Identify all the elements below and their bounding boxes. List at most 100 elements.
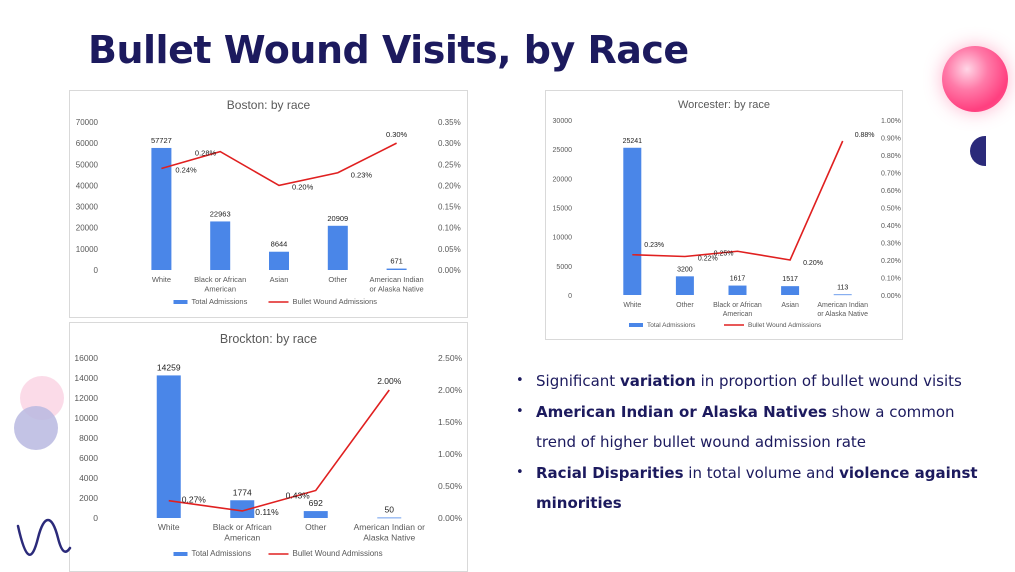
x-category-label: Asian	[270, 275, 289, 284]
x-category-label: or Alaska Native	[817, 311, 868, 318]
pink-orb-decoration	[942, 46, 1008, 112]
x-category-label: Alaska Native	[363, 533, 415, 543]
line-value-label: 0.11%	[255, 507, 279, 517]
legend-line-label: Bullet Wound Admissions	[293, 549, 383, 558]
y-left-tick-label: 2000	[79, 493, 98, 503]
y-right-tick-label: 1.00%	[881, 118, 901, 125]
legend-line-label: Bullet Wound Admissions	[293, 297, 378, 306]
y-left-tick-label: 30000	[76, 203, 99, 212]
x-category-label: American	[204, 285, 236, 294]
bar-total-admissions	[623, 147, 642, 295]
y-right-tick-label: 0.35%	[438, 118, 461, 127]
y-right-tick-label: 0.20%	[881, 258, 901, 265]
x-category-label: Black or African	[213, 522, 272, 532]
x-category-label: American	[723, 311, 753, 318]
x-category-label: Black or African	[713, 302, 762, 309]
y-right-tick-label: 2.50%	[438, 353, 463, 363]
x-category-label: American	[224, 533, 260, 543]
wave-decoration	[16, 518, 72, 556]
line-value-label: 0.88%	[855, 132, 875, 139]
bar-total-admissions	[156, 375, 181, 518]
x-category-label: American Indian	[817, 302, 868, 309]
finding-emphasis: violence against minorities	[536, 463, 978, 513]
y-left-tick-label: 12000	[74, 393, 98, 403]
y-left-tick-label: 14000	[74, 373, 98, 383]
bar-total-admissions	[781, 286, 800, 295]
line-value-label: 0.23%	[644, 242, 664, 249]
y-left-tick-label: 5000	[556, 264, 572, 271]
key-findings-list: Significant variation in proportion of b…	[516, 366, 996, 519]
legend-bar-swatch	[173, 552, 188, 556]
bar-total-admissions	[210, 221, 231, 270]
y-left-tick-label: 50000	[76, 160, 99, 169]
line-bullet-wound-admissions	[632, 140, 844, 261]
y-right-tick-label: 0.20%	[438, 181, 461, 190]
y-left-tick-label: 40000	[76, 181, 99, 190]
line-value-label: 0.20%	[803, 260, 823, 267]
chart-title: Brockton: by race	[220, 332, 317, 346]
y-left-tick-label: 60000	[76, 139, 99, 148]
line-bullet-wound-admissions	[161, 142, 397, 187]
y-right-tick-label: 0.30%	[438, 139, 461, 148]
x-category-label: Asian	[781, 302, 799, 309]
y-left-tick-label: 20000	[76, 224, 99, 233]
bar-total-admissions	[230, 500, 255, 518]
chart-brockton: Brockton: by race 0 2000 4000 6000 8000 10000 1…	[69, 322, 468, 572]
bar-total-admissions	[327, 225, 348, 270]
x-category-label: Other	[676, 302, 694, 309]
y-right-tick-label: 0.25%	[438, 160, 461, 169]
bar-value-label: 1517	[782, 276, 798, 283]
legend-bar-label: Total Admissions	[192, 297, 248, 306]
y-right-tick-label: 0.00%	[438, 266, 461, 275]
y-left-tick-label: 30000	[553, 118, 573, 125]
bar-value-label: 20909	[327, 214, 348, 223]
bar-value-label: 25241	[623, 138, 643, 145]
bar-total-admissions	[675, 276, 694, 295]
finding-text: in total volume and	[683, 463, 840, 482]
legend-bar-swatch	[629, 323, 643, 327]
line-value-label: 0.43%	[286, 490, 311, 500]
bar-value-label: 14259	[157, 362, 181, 372]
bar-total-admissions	[151, 147, 172, 270]
bar-total-admissions	[377, 517, 402, 519]
chart-worcester: Worcester: by race 0 5000 10000 15000 20000 25…	[545, 90, 903, 340]
y-left-tick-label: 0	[568, 293, 572, 300]
chart-svg-boston: Boston: by race 0 10000 20000 30000 40000 5000…	[76, 98, 461, 306]
bar-value-label: 50	[385, 505, 395, 515]
x-category-label: Black or African	[194, 275, 246, 284]
bar-value-label: 692	[309, 498, 323, 508]
y-left-tick-label: 15000	[553, 206, 573, 213]
y-right-tick-label: 0.00%	[881, 293, 901, 300]
y-right-tick-label: 0.70%	[881, 171, 901, 178]
bar-value-label: 3200	[677, 266, 693, 273]
page-title: Bullet Wound Visits, by Race	[88, 28, 689, 72]
chart-title: Worcester: by race	[678, 99, 770, 111]
y-left-tick-label: 70000	[76, 118, 99, 127]
y-left-tick-label: 10000	[553, 235, 573, 242]
bar-total-admissions	[386, 268, 407, 270]
finding-text: show a common trend of higher bullet wou…	[536, 402, 955, 452]
x-category-label: American Indian	[369, 275, 423, 284]
legend-bar-label: Total Admissions	[647, 322, 696, 329]
half-circle-decoration	[970, 136, 986, 166]
line-value-label: 0.23%	[351, 171, 373, 180]
legend-bar-swatch	[173, 300, 188, 304]
y-left-tick-label: 10000	[74, 413, 98, 423]
x-category-label: White	[158, 522, 180, 532]
bar-total-admissions	[303, 511, 328, 518]
line-value-label: 2.00%	[377, 376, 402, 386]
y-left-tick-label: 4000	[79, 473, 98, 483]
finding-emphasis: variation	[619, 372, 696, 390]
y-left-tick-label: 25000	[553, 147, 573, 154]
bar-total-admissions	[728, 285, 747, 295]
y-right-tick-label: 0.30%	[881, 241, 901, 248]
finding-emphasis: American Indian or Alaska Natives	[536, 402, 827, 421]
x-category-label: Other	[305, 522, 326, 532]
bar-value-label: 57727	[151, 136, 172, 145]
line-value-label: 0.24%	[175, 166, 197, 175]
legend-bar-label: Total Admissions	[192, 549, 252, 558]
finding-text: Significant	[536, 372, 620, 390]
bar-value-label: 22963	[210, 209, 231, 218]
y-right-tick-label: 1.00%	[438, 449, 463, 459]
line-value-label: 0.27%	[182, 495, 207, 505]
